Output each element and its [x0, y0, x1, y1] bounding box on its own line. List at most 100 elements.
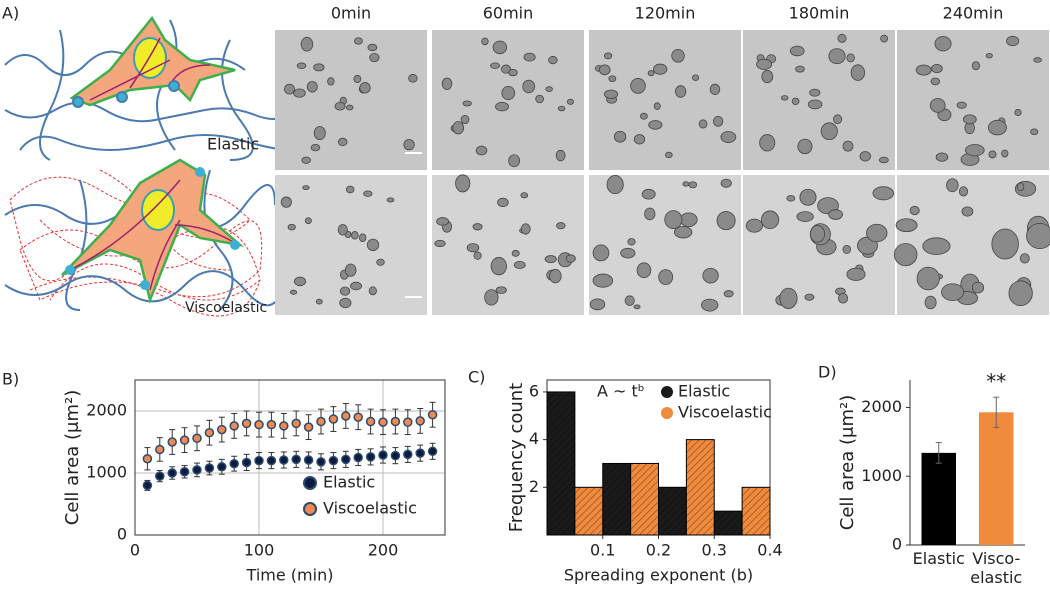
cell — [460, 115, 470, 125]
cell — [828, 209, 843, 220]
cell — [284, 83, 295, 95]
cell — [946, 178, 959, 193]
bar — [741, 486, 771, 536]
time-label: 240min — [943, 4, 1004, 23]
point — [291, 418, 301, 429]
point — [303, 422, 314, 432]
point — [365, 416, 376, 427]
cell — [452, 121, 464, 135]
time-label: 180min — [789, 4, 850, 23]
y-tick-label: 2 — [529, 477, 539, 496]
bar-hatch — [742, 487, 770, 535]
x-tick-label: 0.4 — [757, 541, 782, 560]
x-tick-label: 0.1 — [590, 541, 615, 560]
bar — [979, 412, 1014, 545]
cell — [675, 85, 687, 98]
cell — [820, 122, 838, 141]
cell — [641, 188, 656, 200]
cell — [354, 37, 363, 45]
point — [254, 419, 264, 430]
point — [328, 414, 339, 424]
y-tick-label: 0 — [117, 525, 127, 544]
cell — [644, 207, 656, 221]
x-axis-label: Time (min) — [246, 566, 334, 585]
cell — [941, 283, 965, 301]
y-tick-label: 1000 — [86, 463, 127, 482]
panel-label: B) — [2, 370, 19, 389]
cell — [315, 298, 323, 305]
cell — [664, 151, 673, 159]
point — [204, 463, 215, 473]
point — [192, 433, 202, 444]
cell — [809, 225, 826, 243]
cell — [1014, 109, 1022, 116]
point — [415, 448, 425, 458]
point — [415, 416, 425, 426]
cell — [850, 64, 866, 81]
cell — [606, 175, 624, 195]
cell — [522, 79, 536, 94]
cell — [500, 64, 511, 74]
cell — [337, 137, 348, 147]
cell — [1006, 35, 1020, 47]
cell — [306, 81, 318, 93]
cell — [985, 52, 993, 59]
cell — [636, 262, 652, 279]
cell — [501, 86, 516, 101]
cell — [280, 196, 292, 208]
cell — [366, 238, 380, 252]
point — [403, 449, 413, 460]
cell — [934, 36, 952, 52]
cell — [363, 190, 373, 197]
legend-label: Viscoelastic — [323, 499, 417, 518]
legend-label: Elastic — [323, 473, 375, 492]
cell — [653, 102, 661, 110]
cell — [791, 97, 800, 106]
cell — [334, 101, 346, 111]
cell — [592, 273, 614, 288]
cell — [922, 237, 951, 255]
cell — [1030, 128, 1039, 136]
bar — [574, 486, 604, 536]
cell — [640, 112, 648, 120]
legend-label: Elastic — [678, 382, 730, 401]
cell — [880, 34, 889, 43]
cell — [958, 186, 968, 197]
cell — [339, 286, 351, 296]
cell — [608, 75, 617, 83]
cell — [915, 64, 932, 76]
error-bar — [935, 442, 942, 464]
cell — [492, 40, 508, 55]
y-axis-label: Cell area (μm²) — [62, 390, 83, 525]
cell — [302, 185, 310, 191]
cell — [779, 287, 798, 309]
cell — [368, 286, 377, 296]
point — [378, 450, 388, 460]
cell — [310, 143, 321, 152]
cell — [859, 151, 871, 162]
cell — [701, 298, 719, 312]
cell — [490, 62, 500, 69]
micrograph — [275, 30, 427, 170]
cell — [633, 134, 646, 145]
legend-marker — [303, 502, 317, 516]
cell — [1008, 280, 1033, 307]
cell — [688, 181, 698, 189]
point — [427, 446, 438, 457]
time-label: 0min — [331, 4, 371, 23]
cell — [698, 119, 708, 129]
cell — [344, 263, 357, 277]
row-label: Viscoelastic — [185, 300, 267, 316]
point — [241, 418, 252, 429]
cell — [350, 281, 362, 291]
cell — [466, 243, 480, 253]
cell — [351, 231, 359, 240]
cell — [893, 243, 918, 267]
cell — [931, 64, 943, 74]
y-tick-label: 4 — [529, 429, 539, 448]
cell — [716, 211, 736, 231]
cell — [833, 114, 843, 125]
cell — [713, 116, 724, 127]
bar — [602, 462, 632, 536]
